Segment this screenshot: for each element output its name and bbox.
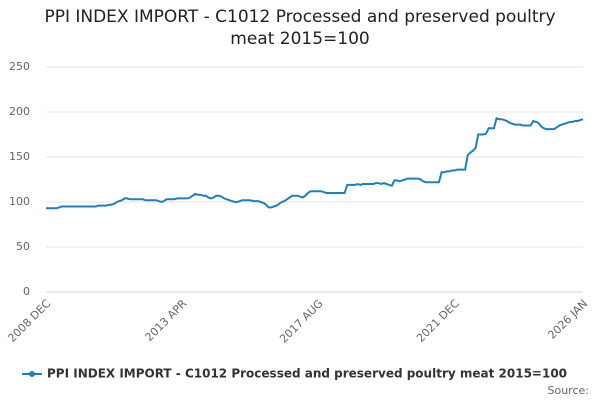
x-tick-label: 2008 DEC	[5, 297, 53, 345]
y-tick-label: 0	[23, 285, 30, 298]
x-tick-label: 2017 AUG	[277, 297, 326, 346]
y-tick-label: 150	[9, 150, 30, 163]
y-tick-label: 100	[9, 195, 30, 208]
legend-marker	[29, 371, 35, 377]
x-tick-label: 2021 DEC	[414, 297, 462, 345]
legend-label: PPI INDEX IMPORT - C1012 Processed and p…	[47, 367, 567, 381]
x-tick-label: 2026 JAN	[545, 297, 590, 342]
source: Source:	[548, 384, 590, 397]
x-tick-label: 2013 APR	[143, 297, 190, 344]
y-tick-label: 50	[16, 240, 30, 253]
y-tick-label: 200	[9, 105, 30, 118]
line	[46, 117, 584, 210]
chart-title: PPI INDEX IMPORT - C1012 Processed and p…	[44, 7, 556, 49]
y-tick-label: 250	[9, 60, 30, 73]
